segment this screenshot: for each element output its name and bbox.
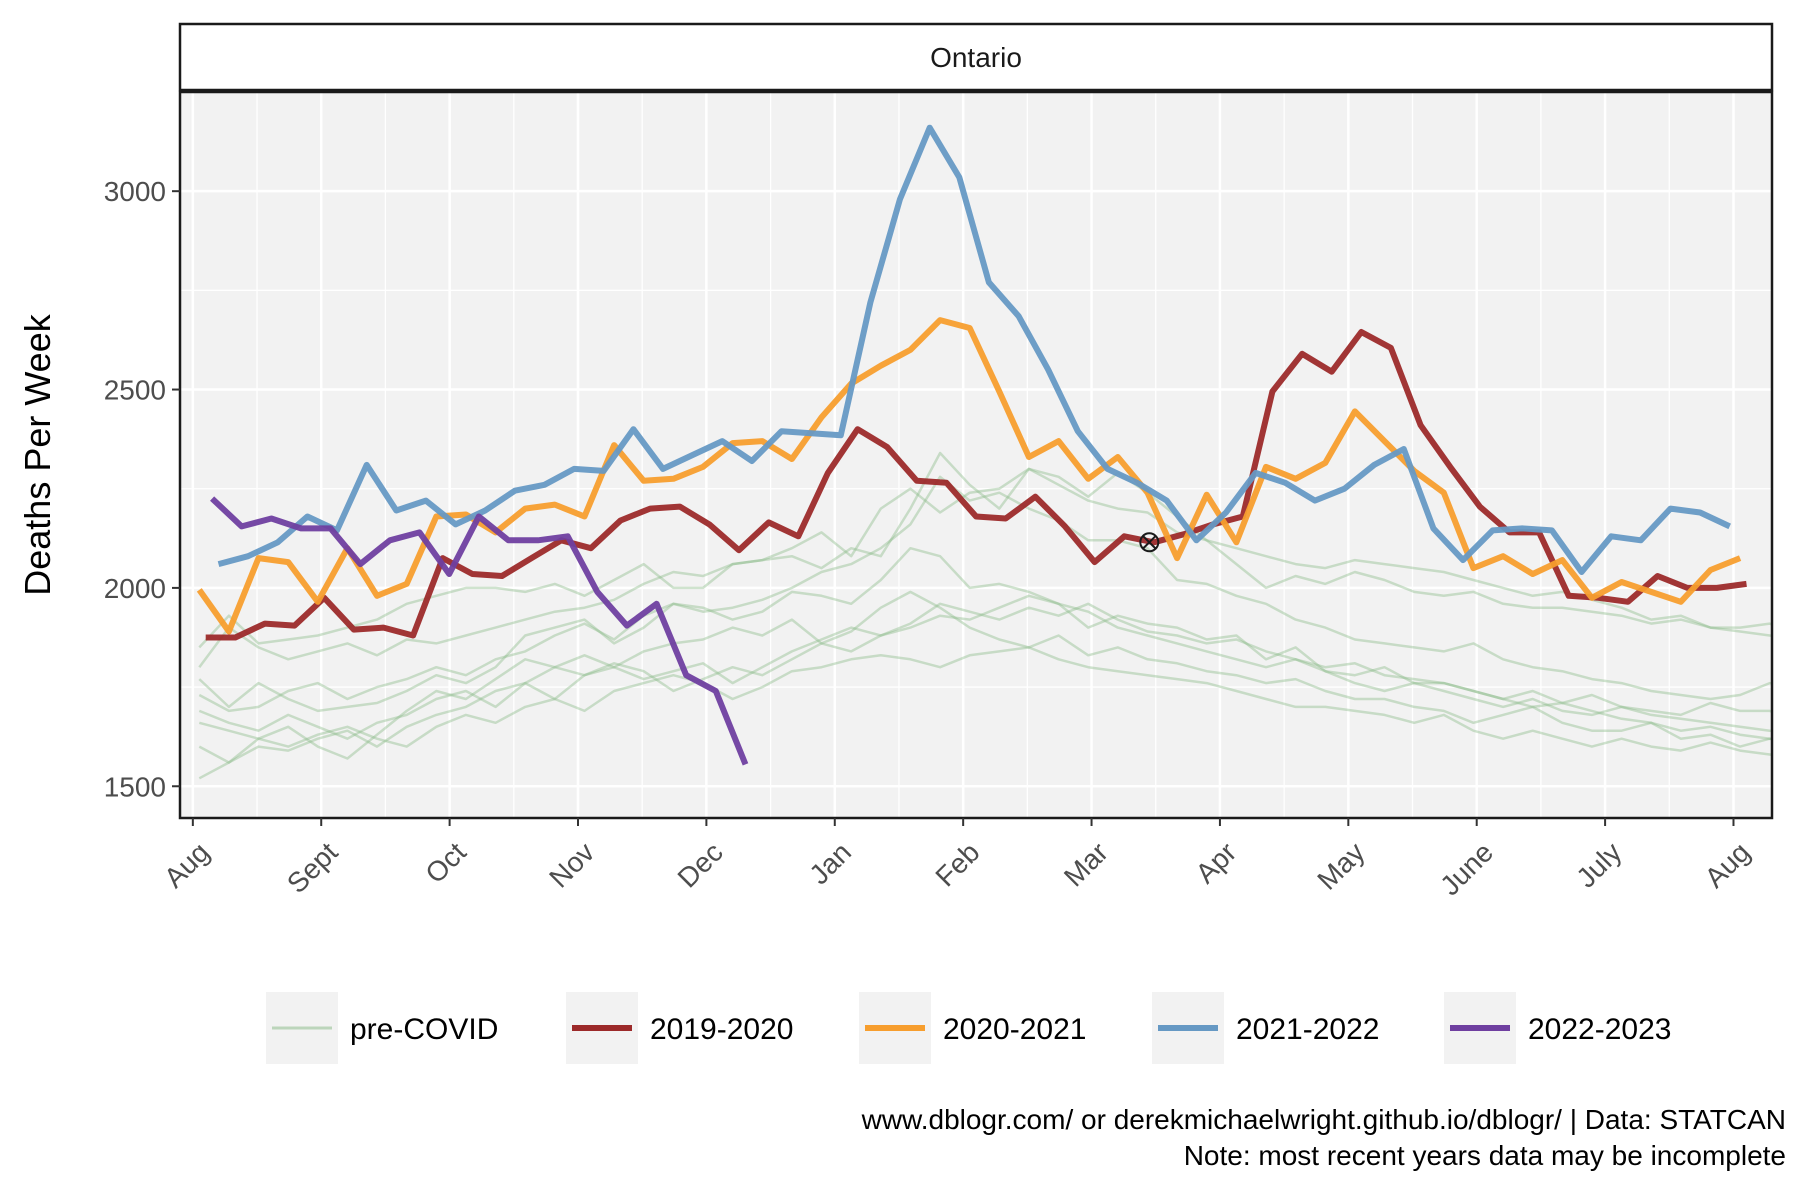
facet-strip-label: Ontario bbox=[930, 42, 1022, 73]
series-line-pre-covid bbox=[198, 602, 1772, 780]
grid-lines bbox=[180, 92, 1772, 818]
facet-strip bbox=[178, 22, 1774, 92]
y-tick-label: 2500 bbox=[104, 375, 166, 406]
x-tick-label: Jan bbox=[803, 836, 857, 890]
marker-cross bbox=[1142, 535, 1157, 550]
y-tick-label: 1500 bbox=[104, 771, 166, 802]
x-tick-label: Aug bbox=[1699, 836, 1756, 893]
series-line-pre-covid bbox=[198, 451, 1772, 649]
y-axis-label: Deaths Per Week bbox=[17, 313, 58, 595]
x-tick-label: Aug bbox=[158, 836, 215, 893]
series-lines bbox=[196, 124, 1772, 780]
legend-label: 2019-2020 bbox=[650, 1013, 793, 1046]
series-line-pre-covid bbox=[198, 594, 1772, 764]
x-tick-label: Mar bbox=[1058, 836, 1114, 892]
series-line-2022-2023 bbox=[210, 496, 749, 766]
legend-label: 2021-2022 bbox=[1236, 1013, 1379, 1046]
marker bbox=[1139, 532, 1160, 553]
caption-source: www.dblogr.com/ or derekmichaelwright.gi… bbox=[861, 1104, 1786, 1135]
series-line-pre-covid bbox=[198, 475, 1772, 713]
x-tick-label: Sept bbox=[281, 836, 344, 899]
x-tick-label: Oct bbox=[419, 836, 472, 889]
marker-circle bbox=[1139, 532, 1160, 553]
y-tick-label: 3000 bbox=[104, 176, 166, 207]
legend-label: 2022-2023 bbox=[1528, 1013, 1671, 1046]
x-tick-label: Nov bbox=[543, 836, 600, 893]
legend-label: 2020-2021 bbox=[943, 1013, 1086, 1046]
x-axis: Aug Sept Oct Nov Dec Jan Feb Mar Apr May June July A… bbox=[158, 818, 1756, 901]
x-tick-label: Apr bbox=[1190, 836, 1243, 889]
series-line-pre-covid bbox=[198, 646, 1772, 757]
x-tick-label: July bbox=[1570, 836, 1627, 893]
series-line-pre-covid bbox=[198, 546, 1772, 717]
caption-note: Note: most recent years data may be inco… bbox=[1183, 1140, 1786, 1171]
legend-label: pre-COVID bbox=[350, 1013, 498, 1046]
panel-background bbox=[180, 92, 1772, 818]
series-line-2021-2022 bbox=[217, 124, 1731, 575]
x-tick-label: May bbox=[1311, 836, 1370, 895]
series-line-2019-2020 bbox=[205, 329, 1747, 641]
series-line-pre-covid bbox=[198, 590, 1772, 748]
x-tick-label: June bbox=[1434, 836, 1499, 901]
y-tick-label: 2000 bbox=[104, 573, 166, 604]
panel-border bbox=[178, 90, 1774, 820]
series-line-pre-covid bbox=[198, 467, 1772, 668]
legend: pre-COVID 2019-2020 2020-2021 2021-2022 2022… bbox=[266, 992, 1671, 1064]
x-tick-label: Feb bbox=[930, 836, 986, 892]
series-line-2020-2021 bbox=[196, 317, 1742, 635]
y-axis: 1500 2000 2500 3000 bbox=[104, 176, 180, 802]
x-tick-label: Dec bbox=[672, 836, 729, 893]
